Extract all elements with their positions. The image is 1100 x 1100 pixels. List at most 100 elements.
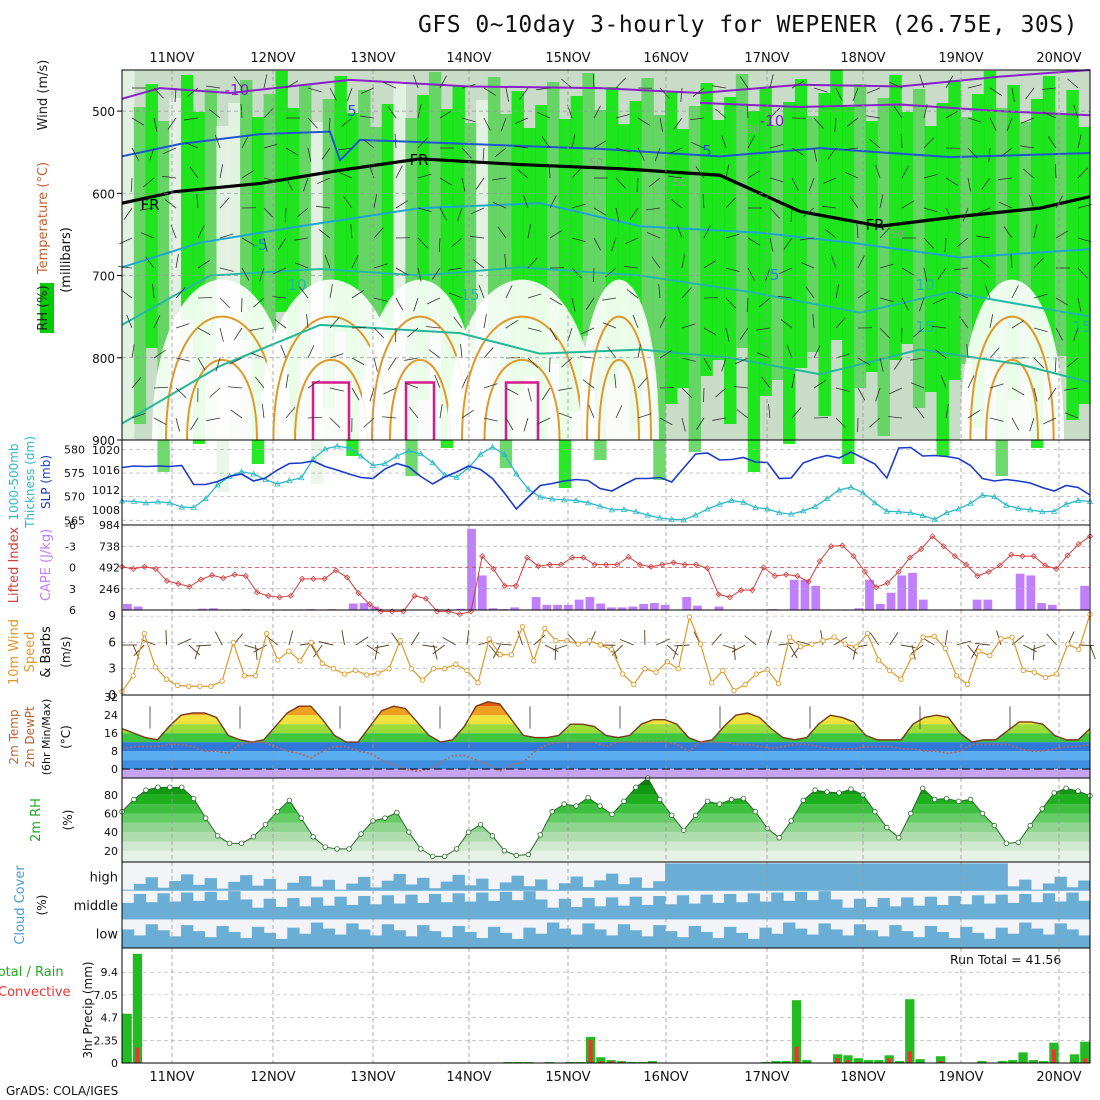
rh-line <box>121 777 1091 857</box>
wind-barb <box>835 317 846 329</box>
precip-tick: 7.05 <box>94 989 119 1002</box>
temp-band <box>122 751 1090 761</box>
cloud-bar <box>428 893 442 920</box>
date-label-bottom: 12NOV <box>250 1070 295 1085</box>
wind-barb <box>307 416 323 419</box>
thickness-point <box>847 483 855 490</box>
wind-barb <box>648 177 661 188</box>
thickness-point <box>130 498 138 504</box>
wind-barb <box>626 289 639 299</box>
cloud-bar <box>476 878 489 891</box>
temp-tick: 16 <box>104 727 118 740</box>
wind-barb <box>1055 195 1063 209</box>
cloud-bar <box>346 883 359 891</box>
wind-barb <box>527 357 539 369</box>
wind-barb <box>615 113 630 119</box>
wind-barb <box>791 407 802 419</box>
wind-barb <box>318 229 331 239</box>
date-label-bottom: 17NOV <box>744 1070 789 1085</box>
thickness-point <box>800 507 807 514</box>
wind-barb <box>592 73 595 89</box>
li-point <box>1041 562 1049 569</box>
wind-barb <box>646 207 661 211</box>
rh-point <box>597 803 603 809</box>
cloud-layer-label: low <box>96 928 119 943</box>
cloud-bar <box>535 933 548 948</box>
wind-barb <box>140 232 155 239</box>
wind-barb <box>184 142 199 149</box>
wind-barb <box>360 87 375 94</box>
cloud-bar <box>924 896 938 920</box>
rh-column <box>641 78 654 356</box>
label-degc: (°C) <box>59 725 73 749</box>
wind-barb <box>329 317 340 329</box>
rh-point <box>812 787 818 793</box>
rh-column <box>842 107 855 464</box>
wind-barb <box>659 117 664 132</box>
rh-point <box>884 824 890 831</box>
precip-tick: 0 <box>111 1057 118 1070</box>
thickness-point <box>919 512 926 518</box>
wind-barb <box>989 347 1000 359</box>
cloud-bar <box>405 936 418 948</box>
cloud-bar <box>1042 934 1056 948</box>
rh-point <box>155 784 161 791</box>
wind-barb <box>549 297 563 306</box>
wind-barb <box>230 409 243 419</box>
wind-barb <box>971 644 980 659</box>
cloud-bar <box>476 892 489 920</box>
label-slp: SLP (mb) <box>39 455 53 509</box>
wind-barb <box>303 177 309 192</box>
li-point <box>377 608 384 615</box>
wind-barb <box>460 344 463 359</box>
rh-column <box>889 75 902 360</box>
wind-barb <box>721 357 727 372</box>
cloud-bar <box>641 887 654 891</box>
li-point <box>186 583 193 590</box>
contour-label: 30 <box>746 123 760 136</box>
wind-barb <box>769 107 781 119</box>
cloud-bar <box>582 887 595 891</box>
wind-barb <box>989 87 1002 96</box>
wind-barb <box>629 207 639 220</box>
rh-column <box>428 72 442 324</box>
rh-point <box>214 833 221 839</box>
wind-barb <box>118 266 133 269</box>
ytick-label: 800 <box>92 352 115 366</box>
rh-band <box>122 822 1090 833</box>
cloud-bar <box>1054 923 1067 948</box>
contour-label: 15 <box>1072 318 1091 336</box>
wind-barb <box>945 75 954 89</box>
cloud-bar <box>759 927 772 948</box>
wind-barb <box>561 78 573 89</box>
wind-speed-point <box>353 667 359 674</box>
li-point <box>670 559 677 566</box>
wind-speed-point <box>263 631 270 637</box>
wind-barb <box>410 632 420 646</box>
thickness-tick: 570 <box>64 491 85 504</box>
date-label-top: 17NOV <box>744 51 789 66</box>
li-point <box>749 587 756 594</box>
cloud-bar <box>558 928 572 948</box>
cloud-bar <box>334 896 347 920</box>
wind-barb <box>175 357 190 362</box>
wind-barb <box>696 417 705 430</box>
rh-column <box>393 81 406 352</box>
temp-tick: 24 <box>104 709 118 722</box>
cape-tick: 984 <box>99 519 120 532</box>
wind-barb <box>651 256 661 269</box>
rh-point <box>1051 790 1057 796</box>
cape-bar <box>639 603 649 610</box>
li-point <box>1075 541 1082 548</box>
cape-tick: 246 <box>99 583 120 596</box>
cloud-bar <box>641 936 654 948</box>
cloud-layer-label: high <box>90 870 118 885</box>
wind-barb <box>373 227 384 239</box>
li-point <box>760 564 767 571</box>
wind-barb <box>188 644 201 656</box>
panel-10m-wind: 0 3 6 9 <box>108 609 1096 702</box>
rh-column <box>452 86 465 372</box>
wind-tick: 9 <box>108 609 116 623</box>
precip-total-bar <box>863 1060 874 1063</box>
rh-point <box>418 846 424 852</box>
